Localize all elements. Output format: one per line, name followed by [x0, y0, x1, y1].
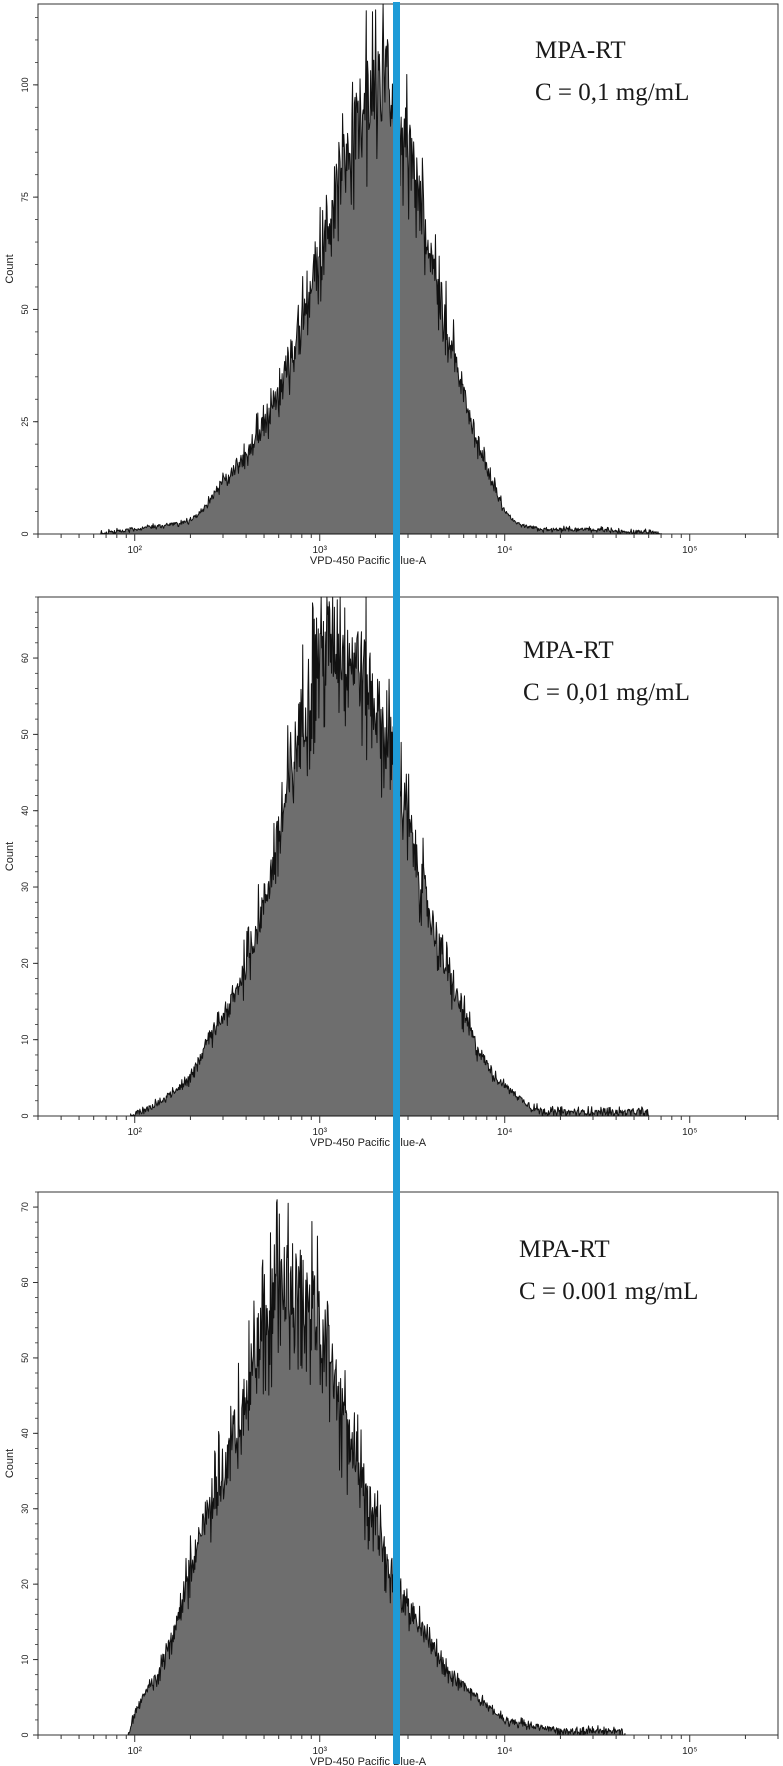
sample-label: MPA-RT	[535, 37, 626, 64]
y-tick-label: 25	[20, 417, 30, 427]
y-tick-label: 100	[20, 77, 30, 92]
x-tick-label: 10⁴	[497, 1127, 512, 1138]
sample-label: MPA-RT	[523, 637, 614, 664]
histogram-area	[127, 1199, 626, 1736]
y-tick-label: 30	[20, 882, 30, 892]
x-tick-label: 10⁴	[497, 545, 512, 556]
x-tick-label: 10³	[313, 1746, 328, 1757]
y-axis-title: Count	[4, 1449, 16, 1478]
y-tick-label: 0	[20, 1732, 30, 1737]
x-tick-label: 10²	[128, 545, 143, 556]
y-tick-label: 40	[20, 1428, 30, 1438]
x-tick-label: 10⁴	[497, 1746, 512, 1757]
y-axis-title: Count	[4, 842, 16, 871]
x-tick-label: 10⁵	[682, 1746, 697, 1757]
x-axis-title: VPD-450 Pacific Blue-A	[310, 1756, 427, 1766]
y-tick-label: 50	[20, 304, 30, 314]
x-tick-label: 10³	[313, 545, 328, 556]
y-tick-label: 10	[20, 1655, 30, 1665]
sample-label: MPA-RT	[519, 1236, 610, 1263]
concentration-label: C = 0,01 mg/mL	[523, 679, 690, 706]
y-tick-label: 50	[20, 1353, 30, 1363]
y-tick-label: 60	[20, 1277, 30, 1287]
y-axis-title: Count	[4, 254, 16, 283]
histogram-panel-3: 10² 10³ 10⁴ 10⁵ 0 10 20 30 40 50 60 70 VPD-450 Pacif…	[4, 1191, 779, 1766]
x-tick-label: 10⁵	[682, 1127, 697, 1138]
y-tick-label: 50	[20, 729, 30, 739]
y-tick-label: 20	[20, 1579, 30, 1589]
histogram-area	[99, 3, 662, 535]
histogram-panel-2: 10² 10³ 10⁴ 10⁵ 0 10 20 30 40 50 60 VPD-450 Pacific…	[4, 596, 779, 1149]
y-tick-label: 60	[20, 653, 30, 663]
concentration-label: C = 0.001 mg/mL	[519, 1278, 698, 1305]
x-tick-label: 10³	[313, 1127, 328, 1138]
y-tick-label: 20	[20, 958, 30, 968]
histogram-area	[130, 596, 650, 1117]
concentration-label: C = 0,1 mg/mL	[535, 79, 689, 106]
y-tick-label: 75	[20, 192, 30, 202]
histogram-panel-1: 10² 10³ 10⁴ 10⁵ 0 25 50 75 100 VPD-450 Pacific Bl…	[4, 3, 779, 567]
x-axis-title: VPD-450 Pacific Blue-A	[310, 555, 427, 567]
y-tick-label: 10	[20, 1035, 30, 1045]
y-tick-label: 40	[20, 806, 30, 816]
x-tick-label: 10²	[128, 1746, 143, 1757]
y-tick-label: 70	[20, 1202, 30, 1212]
x-tick-label: 10²	[128, 1127, 143, 1138]
x-axis-title: VPD-450 Pacific Blue-A	[310, 1137, 427, 1149]
y-tick-label: 30	[20, 1504, 30, 1514]
y-tick-label: 0	[20, 1113, 30, 1118]
y-tick-label: 0	[20, 531, 30, 536]
x-tick-label: 10⁵	[682, 545, 697, 556]
